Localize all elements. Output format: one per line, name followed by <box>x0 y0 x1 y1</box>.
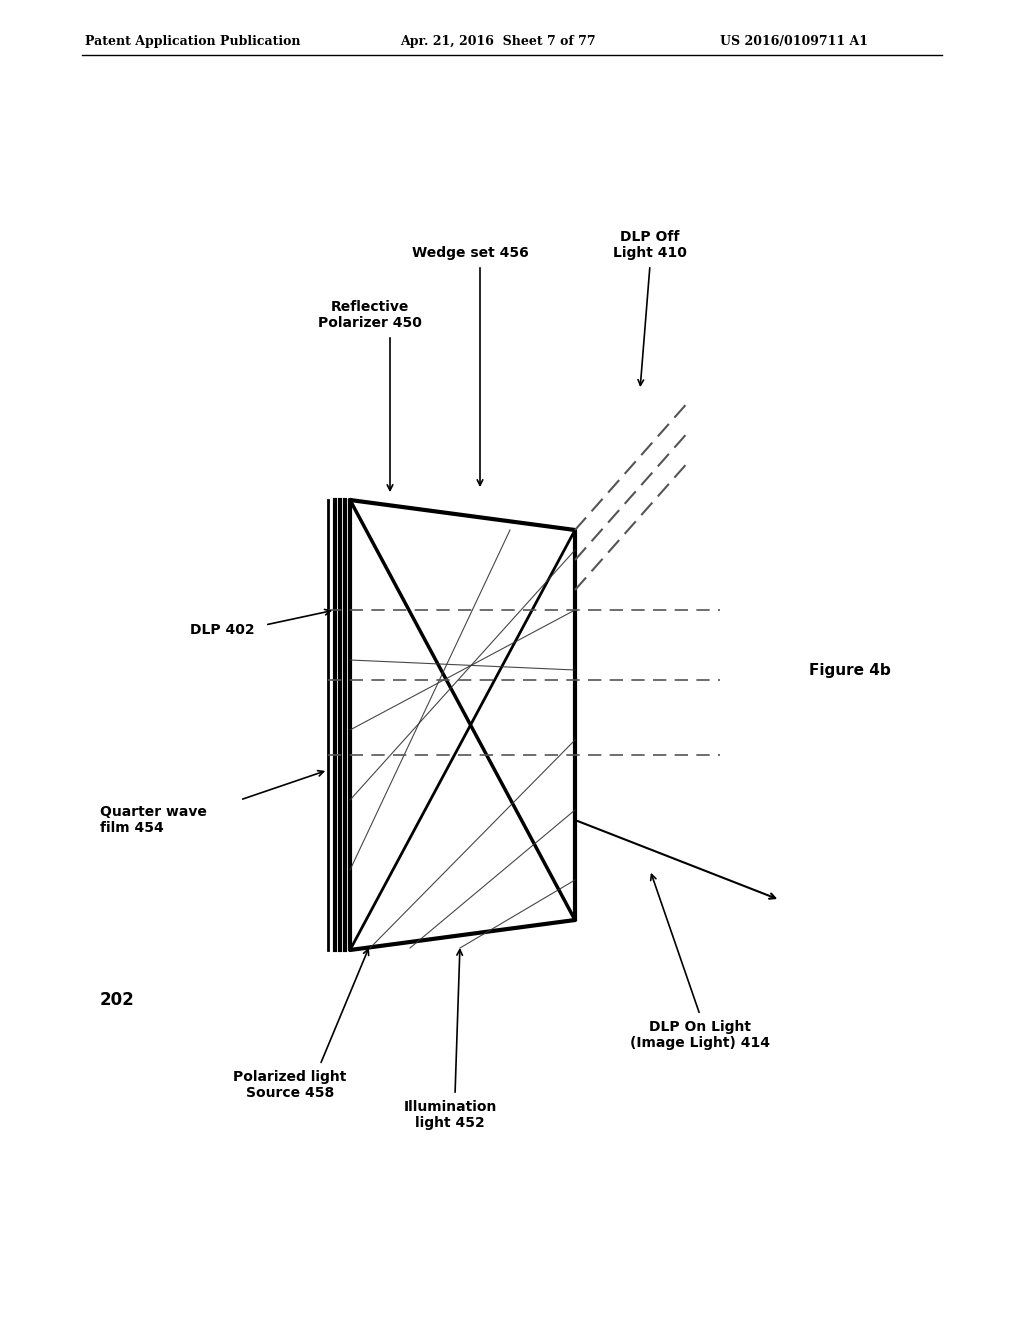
Text: US 2016/0109711 A1: US 2016/0109711 A1 <box>720 36 868 48</box>
Text: Reflective
Polarizer 450: Reflective Polarizer 450 <box>318 300 422 330</box>
Text: Polarized light
Source 458: Polarized light Source 458 <box>233 1071 347 1100</box>
Text: Illumination
light 452: Illumination light 452 <box>403 1100 497 1130</box>
Text: DLP Off
Light 410: DLP Off Light 410 <box>613 230 687 260</box>
Text: Quarter wave
film 454: Quarter wave film 454 <box>100 805 207 836</box>
Text: Wedge set 456: Wedge set 456 <box>412 246 528 260</box>
Text: DLP 402: DLP 402 <box>190 623 255 638</box>
Text: Figure 4b: Figure 4b <box>809 663 891 677</box>
Text: 202: 202 <box>100 991 135 1008</box>
Text: DLP On Light
(Image Light) 414: DLP On Light (Image Light) 414 <box>630 1020 770 1051</box>
Text: Apr. 21, 2016  Sheet 7 of 77: Apr. 21, 2016 Sheet 7 of 77 <box>400 36 596 48</box>
Text: Patent Application Publication: Patent Application Publication <box>85 36 300 48</box>
